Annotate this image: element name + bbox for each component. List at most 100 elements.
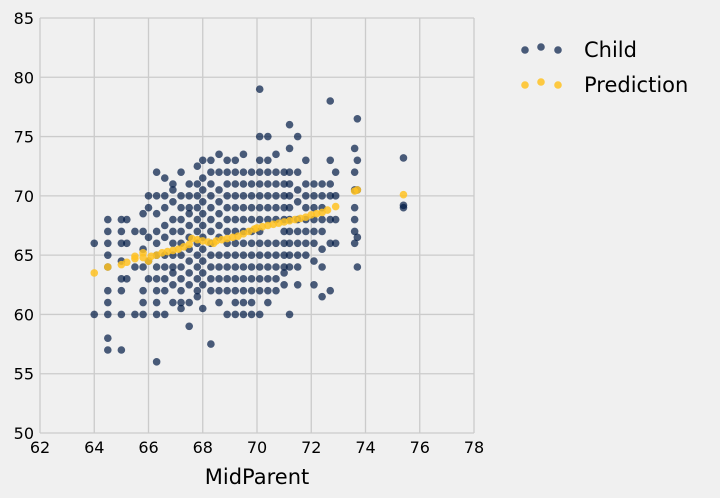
data-point-child [239,203,248,212]
data-point-child [144,275,153,283]
data-point-child [247,275,256,283]
legend-label: Prediction [584,73,688,97]
data-point-child [264,192,272,200]
data-point-child [169,215,177,224]
data-point-child [285,239,294,248]
data-point-child [169,227,177,236]
data-point-child [350,144,359,153]
data-point-child [231,239,240,248]
data-point-child [152,209,161,218]
data-point-child [302,227,310,236]
data-point-child [160,203,169,212]
data-point-child [285,251,294,259]
data-point-child [326,97,335,105]
data-point-child [139,298,147,307]
data-point-child [280,269,288,277]
data-point-child [272,263,280,271]
data-point-child [207,203,215,212]
data-point-child [215,286,223,295]
data-point-child [239,310,248,319]
data-point-child [255,239,264,248]
data-point-child [193,263,202,271]
data-point-child [207,251,215,259]
data-point-prediction [90,269,99,277]
data-point-child [177,203,185,212]
data-point-child [255,310,264,319]
data-point-child [318,192,326,200]
data-point-child [331,168,340,176]
y-tick-label: 85 [14,9,34,28]
data-point-child [177,168,185,176]
data-point-child [331,192,340,200]
data-point-child [169,269,177,277]
data-point-child [207,168,215,176]
data-point-child [293,168,302,176]
data-point-child [131,227,139,236]
data-point-child [169,298,177,307]
data-point-child [215,150,223,159]
data-point-child [272,192,280,200]
data-point-child [318,263,326,271]
data-point-child [280,263,288,271]
data-point-child [139,310,147,319]
legend: Child Prediction [521,38,688,97]
data-point-child [331,215,340,224]
data-point-child [231,263,240,271]
data-point-child [264,275,272,283]
y-tick-label: 80 [14,68,34,87]
data-point-child [326,239,335,248]
data-point-child [207,227,215,236]
data-point-child [223,203,231,212]
data-point-child [198,209,207,218]
data-point-child [247,192,256,200]
x-tick-label: 62 [30,438,50,457]
data-point-child [207,275,215,283]
data-point-child [264,263,272,271]
data-point-child [255,251,264,259]
data-point-child [139,209,147,218]
data-point-child [152,298,161,307]
data-point-child [255,192,264,200]
data-point-prediction [104,263,112,271]
data-point-child [293,239,302,248]
data-point-child [285,168,294,176]
data-point-child [169,280,177,289]
data-point-child [302,239,310,248]
data-point-child [177,298,185,307]
data-point-child [310,203,318,212]
data-point-child [104,298,112,307]
data-point-child [223,310,231,319]
data-point-child [350,227,359,236]
data-point-child [193,192,202,200]
data-point-child [231,168,240,176]
data-point-child [280,251,288,259]
data-point-child [239,275,248,283]
data-point-child [293,197,302,206]
data-point-child [353,114,362,123]
data-point-child [264,180,272,188]
data-point-child [310,227,318,236]
data-point-child [280,203,288,212]
legend-marker [521,81,529,89]
data-point-prediction [123,258,131,267]
data-point-child [280,192,288,200]
data-point-child [185,322,193,331]
data-point-child [152,286,161,295]
data-point-prediction [185,240,193,249]
data-point-child [231,286,240,295]
data-point-child [193,251,202,259]
data-point-child [231,298,240,307]
data-point-child [223,227,231,236]
data-point-child [247,298,256,307]
data-point-prediction [131,252,139,261]
data-point-child [139,263,147,271]
data-point-child [160,221,169,230]
x-tick-label: 72 [301,438,321,457]
data-point-child [131,263,139,271]
data-point-child [207,156,215,165]
data-point-child [302,156,310,165]
data-point-child [272,180,280,188]
data-point-child [193,203,202,212]
data-point-prediction [399,190,408,199]
legend-entry-prediction: Prediction [521,73,688,97]
